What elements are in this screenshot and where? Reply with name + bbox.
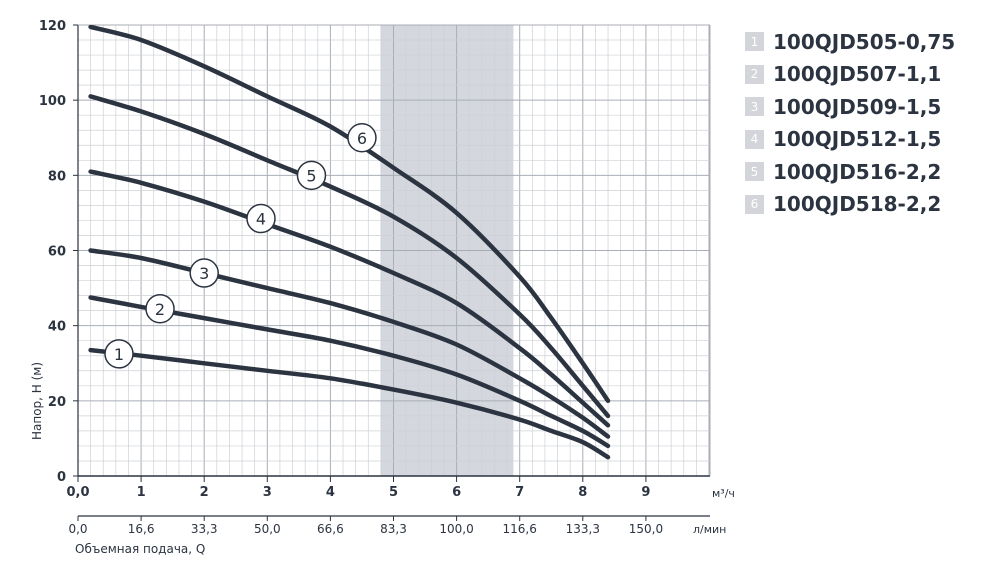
legend-label: 100QJD509-1,5 <box>773 94 942 119</box>
curve-marker-3 <box>189 258 219 288</box>
curve-marker-5 <box>296 160 327 191</box>
curve-marker-label-6: 6 <box>357 129 367 148</box>
y-tick-label: 80 <box>48 169 66 184</box>
curve-marker-label-5: 5 <box>306 166 316 185</box>
legend-badge: 4 <box>745 129 764 149</box>
legend-badge: 3 <box>745 97 764 116</box>
legend-label: 100QJD507-1,1 <box>773 62 942 86</box>
x-tick-label: 1 <box>137 485 146 500</box>
curve-marker-6 <box>347 123 377 153</box>
x-tick-label: 2 <box>200 485 209 500</box>
y-tick-label: 20 <box>48 395 66 410</box>
legend-label: 100QJD505-0,75 <box>773 29 956 54</box>
x-tick-label: 8 <box>578 485 587 500</box>
x-tick-label: 4 <box>326 485 335 500</box>
legend: 1 100QJD505-0,75 2 100QJD507-1,1 3 100QJD509-… <box>745 26 955 221</box>
x-tick-label: 0,0 <box>66 485 89 500</box>
curve-series-2 <box>88 295 611 449</box>
legend-label: 100QJD518-2,2 <box>773 192 942 216</box>
x-axis-label-secondary: Объемная подача, Q <box>75 542 205 556</box>
y-axis-label: Напор, H (м) <box>30 362 44 440</box>
curve-marker-4 <box>246 203 276 234</box>
y-tick-label: 100 <box>39 94 66 109</box>
curve-series-1 <box>88 347 611 460</box>
curve-marker-label-4: 4 <box>256 210 266 229</box>
curve-marker-label-2: 2 <box>155 300 165 319</box>
x-unit-label: м³/ч <box>712 487 735 500</box>
legend-item-2: 2 100QJD507-1,1 <box>745 59 955 90</box>
x-tick-label-secondary: 50,0 <box>254 522 281 536</box>
y-tick-label: 0 <box>57 470 66 485</box>
curve-marker-label-3: 3 <box>199 264 209 283</box>
x-tick-label-secondary: 133,3 <box>566 522 600 536</box>
y-tick-label: 60 <box>48 245 66 260</box>
x-tick-label-secondary: 150,0 <box>629 522 663 536</box>
curve-marker-2 <box>145 294 175 324</box>
x-tick-label-secondary: 0,0 <box>68 522 87 536</box>
legend-badge: 5 <box>745 162 764 181</box>
x-tick-label-secondary: 16,6 <box>128 522 155 536</box>
legend-item-6: 6 100QJD518-2,2 <box>745 189 955 220</box>
x-tick-label-secondary: 116,6 <box>503 522 537 536</box>
legend-label: 100QJD512-1,5 <box>773 127 942 151</box>
x-tick-label-secondary: 33,3 <box>191 522 218 536</box>
x-tick-label: 9 <box>641 485 650 500</box>
x-tick-label: 7 <box>515 485 524 500</box>
x-tick-label: 6 <box>452 485 461 500</box>
x-unit-label-secondary: л/мин <box>693 523 726 536</box>
curve-marker-1 <box>104 339 134 369</box>
legend-item-3: 3 100QJD509-1,5 <box>745 91 955 122</box>
y-tick-label: 120 <box>39 19 66 34</box>
y-tick-label: 40 <box>48 320 66 335</box>
legend-item-1: 1 100QJD505-0,75 <box>745 26 955 57</box>
x-tick-label-secondary: 100,0 <box>439 522 473 536</box>
legend-badge: 6 <box>745 194 764 214</box>
curve-series-3 <box>88 248 611 439</box>
curve-marker-label-1: 1 <box>114 345 124 364</box>
x-tick-label: 3 <box>263 485 272 500</box>
legend-item-4: 4 100QJD512-1,5 <box>745 124 955 155</box>
legend-label: 100QJD516-2,2 <box>773 159 942 184</box>
curve-series-4 <box>88 169 611 428</box>
legend-item-5: 5 100QJD516-2,2 <box>745 156 955 187</box>
curve-series-6 <box>88 25 611 404</box>
legend-badge: 2 <box>745 64 764 84</box>
curve-series-5 <box>88 94 611 419</box>
legend-badge: 1 <box>745 32 764 51</box>
x-tick-label-secondary: 83,3 <box>380 522 407 536</box>
x-tick-label: 5 <box>389 485 398 500</box>
x-tick-label-secondary: 66,6 <box>317 522 344 536</box>
